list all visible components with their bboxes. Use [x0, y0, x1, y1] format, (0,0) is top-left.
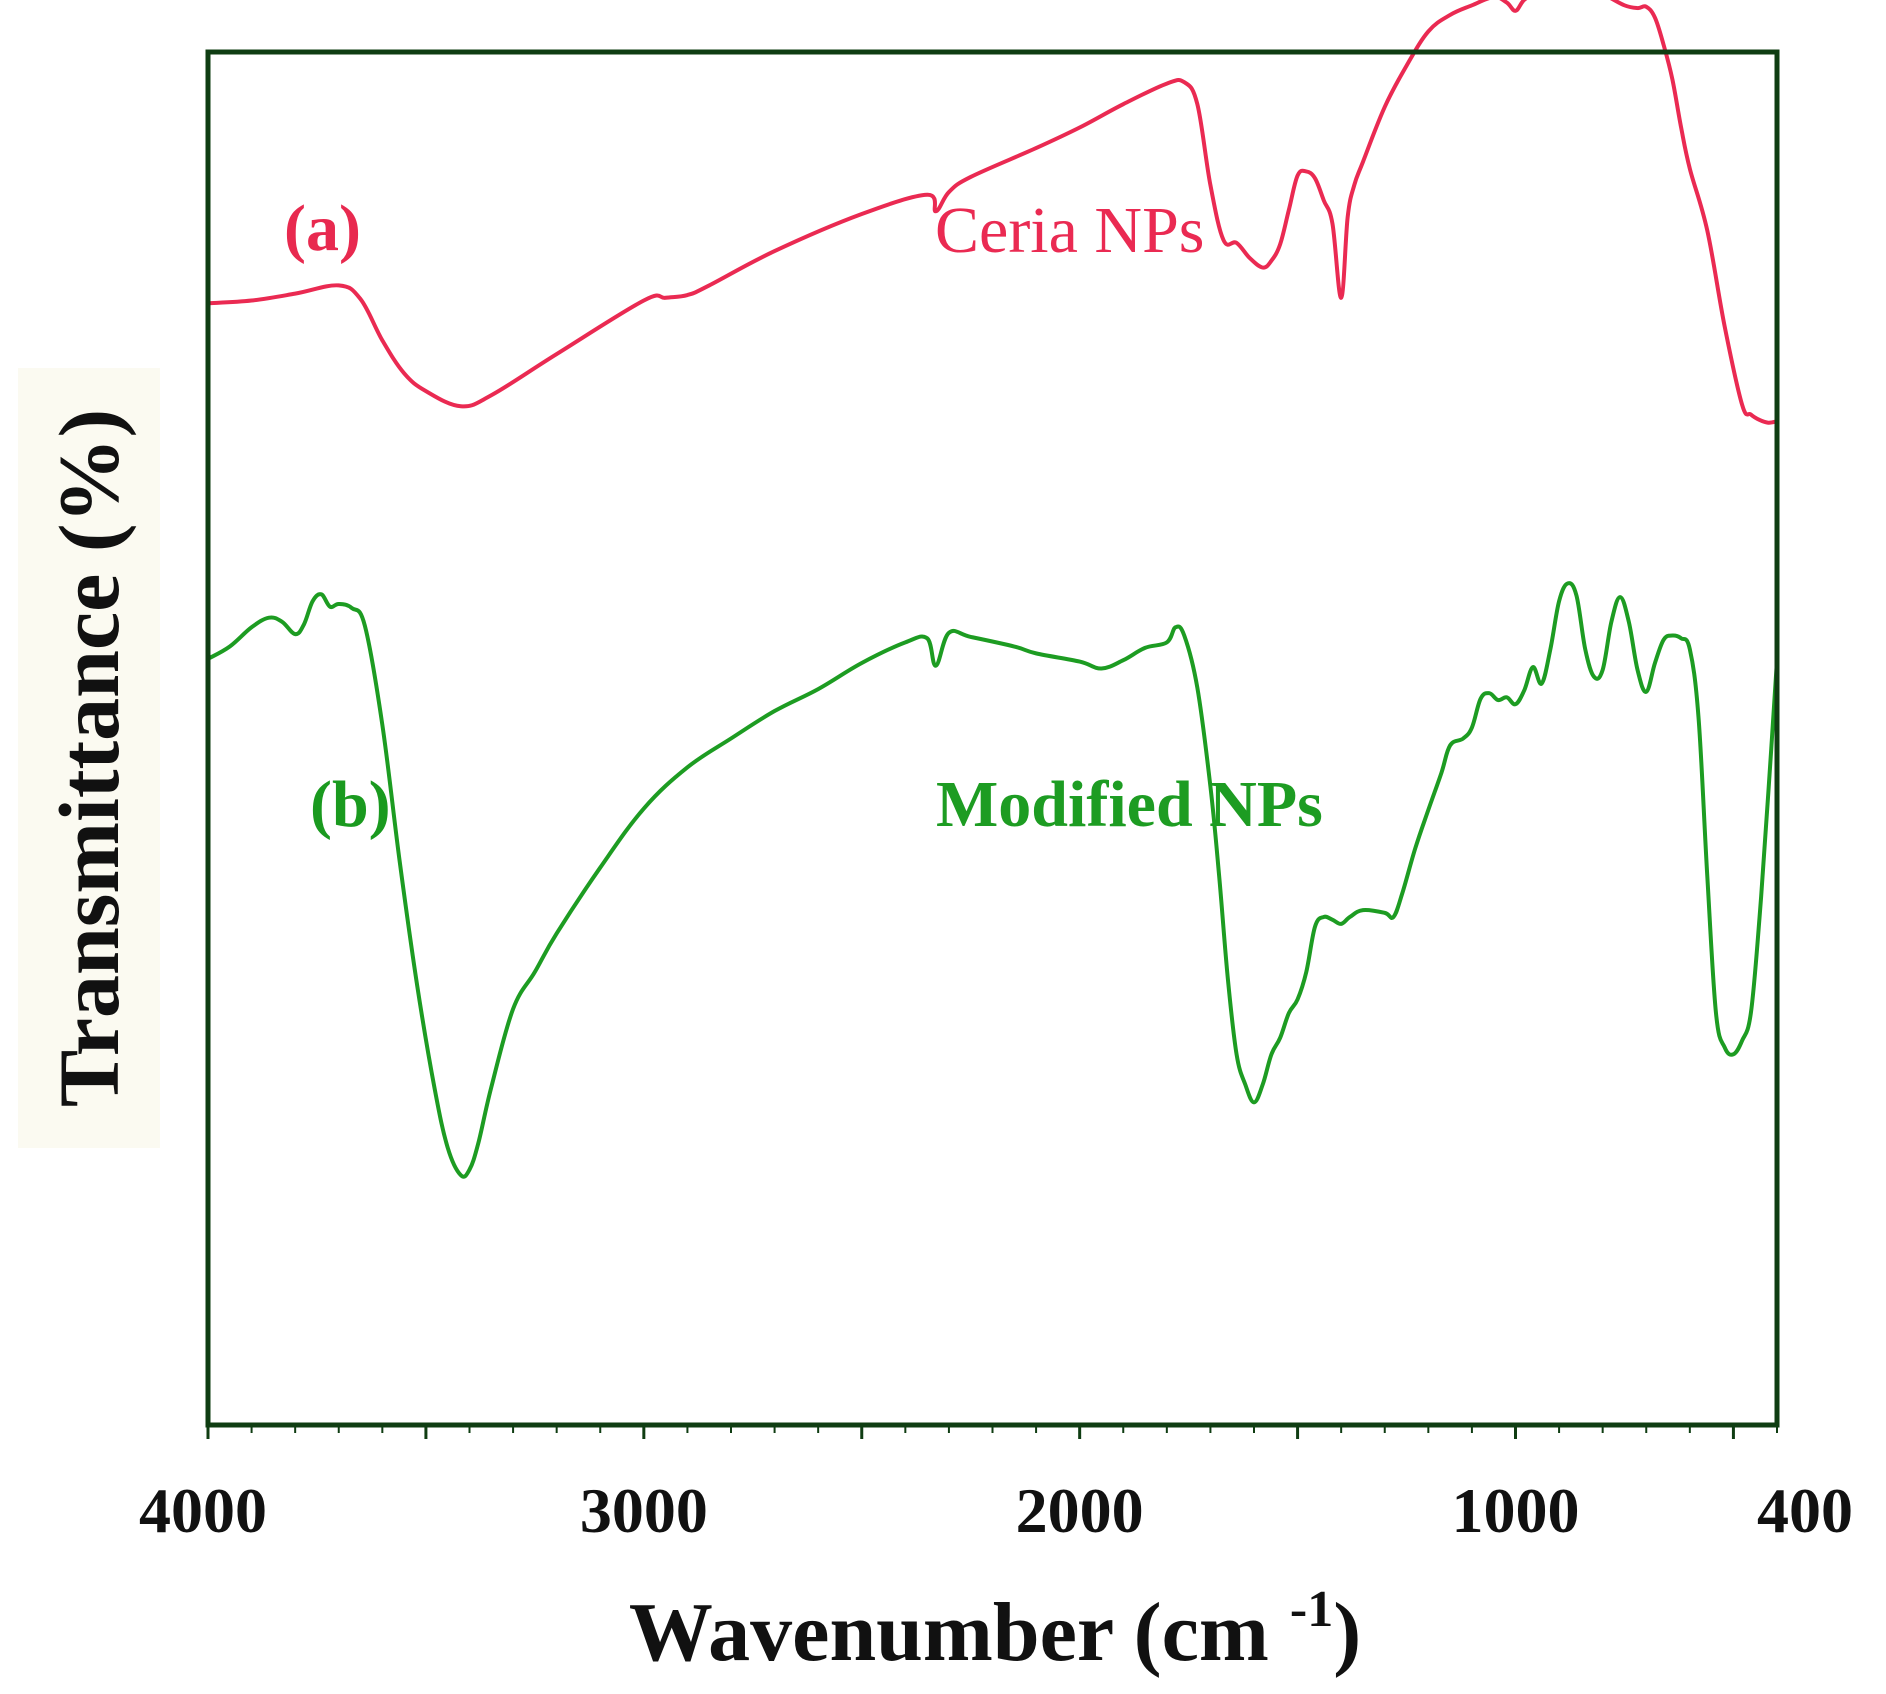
series-label-modified-nps: Modified NPs: [936, 768, 1323, 841]
x-tick-label: 400: [1757, 1475, 1853, 1546]
series-line-modified-nps: [206, 581, 1779, 1179]
y-axis-label: Transmittance (%): [41, 409, 137, 1107]
x-axis-label: Wavenumber (cm -1): [629, 1581, 1361, 1679]
x-tick-label: 3000: [580, 1475, 708, 1546]
x-tick-label: 4000: [139, 1475, 267, 1546]
panel-label-a: (a): [284, 192, 361, 265]
series-label-ceria-nps: Ceria NPs: [935, 194, 1204, 267]
x-tick-label: 2000: [1016, 1475, 1144, 1546]
x-tick-label: 1000: [1452, 1475, 1580, 1546]
series-line-ceria-nps: [206, 0, 1779, 425]
panel-label-b: (b): [310, 768, 391, 841]
y-axis-label-background: [18, 368, 160, 1148]
